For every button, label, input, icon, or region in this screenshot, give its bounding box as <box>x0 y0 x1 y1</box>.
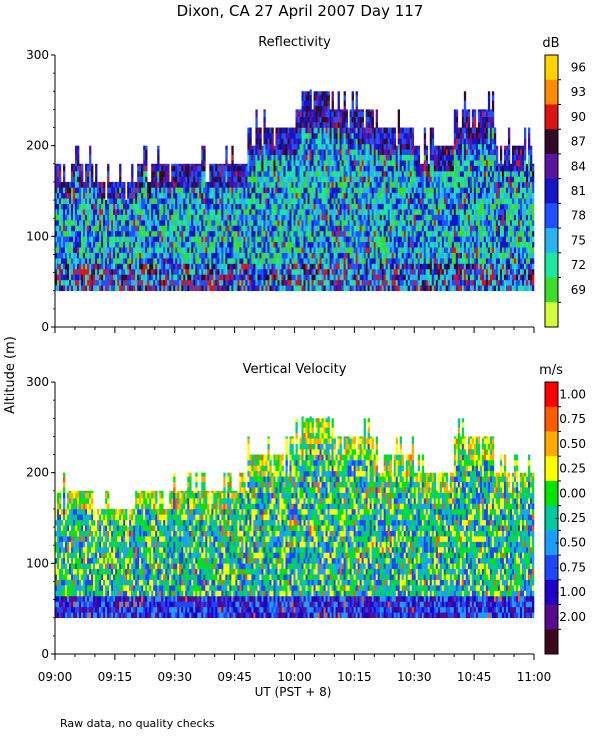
colorbar-tick-label: 90 <box>571 110 586 124</box>
colorbar-unit: dB <box>542 36 559 51</box>
panels: Reflectivity 0 100 200 300 dB 96 93 90 87 84 81 78 75… <box>26 35 586 684</box>
colorbar-segment <box>545 530 558 556</box>
colorbar-segment <box>545 456 558 482</box>
y-tick-label: 200 <box>26 466 49 480</box>
x-tick-label: 09:45 <box>217 670 252 684</box>
colorbar: dB 96 93 90 87 84 81 78 75 72 69 <box>542 36 586 328</box>
heatmap-cells <box>55 89 535 292</box>
y-tick-label: 0 <box>41 647 49 661</box>
colorbar-segment <box>545 129 558 155</box>
x-tick-label: 10:15 <box>337 670 372 684</box>
y-tick-label: 100 <box>26 229 49 243</box>
colorbar-segment <box>545 79 558 105</box>
colorbar-segment <box>545 431 558 457</box>
panel-title: Vertical Velocity <box>243 362 347 377</box>
colorbar-tick-label: 69 <box>571 283 586 297</box>
panel-reflectivity: Reflectivity 0 100 200 300 dB 96 93 90 87 84 81 78 75… <box>26 35 586 334</box>
panel-vertical-velocity: Vertical Velocity 0 100 200 300 09:00 09:15 09:… <box>26 362 586 684</box>
colorbar-segment <box>545 302 558 328</box>
colorbar-tick-label: -0.25 <box>555 511 586 525</box>
y-axis-label: Altitude (m) <box>3 336 18 414</box>
colorbar-segment <box>545 153 558 180</box>
y-tick-label: 200 <box>26 139 49 153</box>
colorbar-segment <box>545 505 558 531</box>
colorbar-segment <box>545 277 558 303</box>
colorbar-tick-label: 93 <box>571 85 586 99</box>
y-tick-label: 300 <box>26 375 49 389</box>
x-tick-label: 11:00 <box>517 670 552 684</box>
colorbar-segment <box>545 555 558 581</box>
y-tick-label: 300 <box>26 48 49 62</box>
colorbar-segment <box>545 178 558 204</box>
colorbar-segment <box>545 252 558 278</box>
axes: 0 100 200 300 09:00 09:15 09:30 09:45 10:00 10:15… <box>26 375 551 684</box>
colorbar-tick-label: -2.00 <box>555 610 586 624</box>
colorbar-segment <box>545 104 558 130</box>
colorbar-segment <box>545 203 558 229</box>
colorbar-tick-label: -0.75 <box>555 560 586 574</box>
colorbar-tick-label: 0.25 <box>559 462 586 476</box>
colorbar-segment <box>545 604 558 630</box>
colorbar-segment <box>545 406 558 432</box>
colorbar-segment <box>545 629 558 655</box>
colorbar-tick-label: -0.50 <box>555 536 586 550</box>
colorbar-tick-label: 81 <box>571 184 586 198</box>
colorbar-segment <box>545 55 558 81</box>
colorbar-segment <box>545 382 558 408</box>
colorbar-tick-label: 0.00 <box>559 486 586 500</box>
colorbar-tick-label: 78 <box>571 209 586 223</box>
x-tick-label: 10:45 <box>457 670 492 684</box>
y-tick-label: 100 <box>26 556 49 570</box>
colorbar-tick-label: 1.00 <box>559 387 586 401</box>
x-tick-label: 10:00 <box>277 670 312 684</box>
colorbar: m/s 1.00 0.75 0.50 0.25 0.00 -0.25 -0.50 -0.75 -1… <box>539 363 586 655</box>
colorbar-tick-label: 96 <box>571 60 586 74</box>
colorbar-tick-label: 0.50 <box>559 437 586 451</box>
heatmap-cells <box>55 416 535 619</box>
x-tick-label: 10:30 <box>397 670 432 684</box>
x-tick-label: 09:00 <box>38 670 73 684</box>
x-tick-label: 09:30 <box>157 670 192 684</box>
colorbar-segment <box>545 579 558 605</box>
colorbar-tick-label: 84 <box>571 159 586 173</box>
colorbar-tick-label: 72 <box>571 258 586 272</box>
colorbar-segment <box>545 480 558 507</box>
panel-title: Reflectivity <box>258 35 331 50</box>
colorbar-tick-label: 0.75 <box>559 412 586 426</box>
footer-note: Raw data, no quality checks <box>60 717 215 730</box>
axes: 0 100 200 300 <box>26 48 535 334</box>
colorbar-tick-label: 75 <box>571 233 586 247</box>
y-tick-label: 0 <box>41 320 49 334</box>
figure-title: Dixon, CA 27 April 2007 Day 117 <box>177 2 424 20</box>
colorbar-unit: m/s <box>539 363 563 378</box>
x-tick-label: 09:15 <box>98 670 133 684</box>
x-axis-label: UT (PST + 8) <box>255 685 332 699</box>
colorbar-tick-label: 87 <box>571 135 586 149</box>
colorbar-segment <box>545 228 558 254</box>
colorbar-tick-label: -1.00 <box>555 585 586 599</box>
